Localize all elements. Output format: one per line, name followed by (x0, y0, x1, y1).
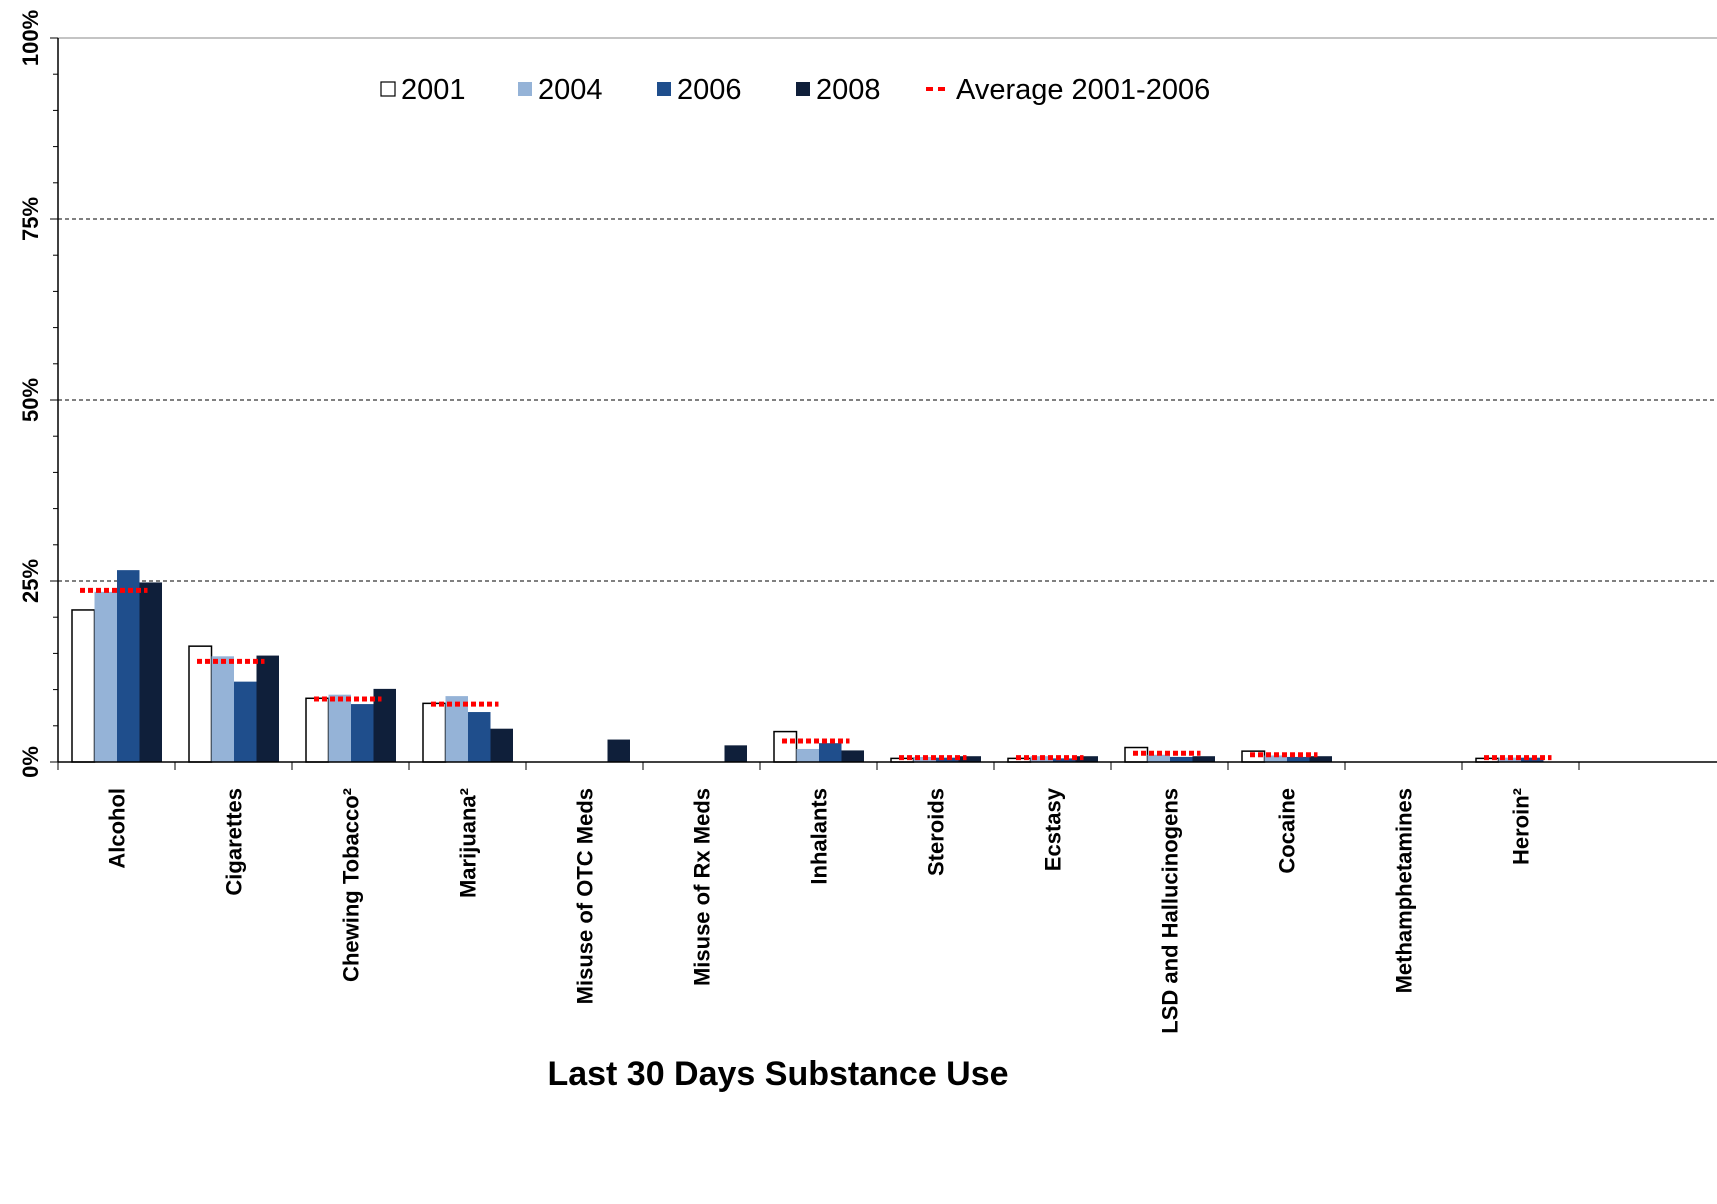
bar-2004-9 (1147, 754, 1170, 762)
bar-2008-5 (724, 745, 747, 762)
legend-swatch (380, 81, 396, 97)
bar-2006-3 (468, 712, 491, 762)
x-tick-label: Misuse of OTC Meds (573, 788, 598, 1004)
legend-item-2: 2006 (657, 74, 742, 106)
legend-label: 2001 (401, 74, 466, 106)
bar-series (71, 570, 1544, 763)
bar-2006-6 (819, 743, 842, 762)
legend-swatch (518, 82, 532, 96)
bar-2006-9 (1170, 756, 1193, 762)
bar-2006-1 (234, 681, 257, 762)
x-tick-label: Methamphetamines (1392, 788, 1417, 993)
bar-2006-2 (351, 704, 374, 762)
bar-2004-6 (796, 748, 819, 762)
y-tick-label: 75% (18, 197, 43, 241)
bar-2006-0 (117, 570, 140, 762)
legend-swatch (657, 82, 671, 96)
bar-2004-10 (1264, 755, 1287, 762)
bar-2004-1 (211, 656, 234, 762)
bar-2001-3 (422, 702, 447, 763)
y-tick-labels: 0% 25% 50% 75% 100% (18, 10, 43, 778)
bar-2008-7 (958, 756, 981, 762)
x-tick-label: Inhalants (807, 788, 832, 885)
x-tick-label: Chewing Tobacco² (339, 788, 364, 982)
x-tick-label: LSD and Hallucinogens (1158, 788, 1183, 1034)
bar-2008-1 (256, 655, 279, 762)
bar-2006-8 (1053, 758, 1076, 762)
legend-item-0: 2001 (380, 74, 466, 106)
legend-item-3: 2008 (796, 74, 881, 106)
bar-2008-2 (373, 688, 396, 762)
y-tick-label: 50% (18, 378, 43, 422)
bar-2001-2 (305, 697, 330, 763)
y-tick-label: 25% (18, 559, 43, 603)
y-tick-label: 0% (18, 746, 43, 778)
x-tick-label: Cocaine (1275, 788, 1300, 874)
bar-2008-8 (1075, 756, 1098, 762)
legend-label: 2006 (677, 74, 742, 106)
bar-2008-6 (841, 750, 864, 762)
legend: 2001 2004 2006 2008 Average 2001-2006 (380, 74, 1210, 106)
x-tick-label: Heroin² (1509, 788, 1534, 865)
x-tick-labels: Alcohol Cigarettes Chewing Tobacco² Marijua… (105, 787, 1534, 1033)
legend-item-1: 2004 (518, 74, 603, 106)
bar-2008-4 (607, 739, 630, 762)
bar-2008-3 (490, 728, 513, 762)
legend-item-4: Average 2001-2006 (926, 74, 1210, 106)
average-markers (80, 587, 1552, 761)
gridlines (58, 37, 1717, 582)
bar-2001-6 (773, 730, 798, 763)
x-tick-label: Steroids (924, 788, 949, 876)
y-tick-label: 100% (18, 10, 43, 66)
x-tick-label: Marijuana² (456, 788, 481, 898)
x-tick-label: Misuse of Rx Meds (690, 788, 715, 986)
bar-2008-9 (1192, 756, 1215, 762)
legend-label: 2008 (816, 74, 881, 106)
bar-2006-10 (1287, 756, 1310, 762)
bar-2004-3 (445, 696, 468, 762)
bar-2004-2 (328, 694, 351, 762)
bar-2004-0 (94, 591, 117, 762)
axes (50, 37, 1717, 770)
legend-label: 2004 (538, 74, 603, 106)
x-tick-label: Alcohol (105, 788, 130, 869)
x-tick-label: Ecstasy (1041, 787, 1066, 871)
bar-2008-10 (1309, 756, 1332, 762)
legend-label: Average 2001-2006 (956, 74, 1210, 106)
x-tick-label: Cigarettes (222, 788, 247, 896)
x-axis-title: Last 30 Days Substance Use (547, 1055, 1008, 1093)
legend-swatch (796, 82, 810, 96)
bar-2001-0 (71, 609, 96, 763)
bar-2008-0 (139, 582, 162, 762)
